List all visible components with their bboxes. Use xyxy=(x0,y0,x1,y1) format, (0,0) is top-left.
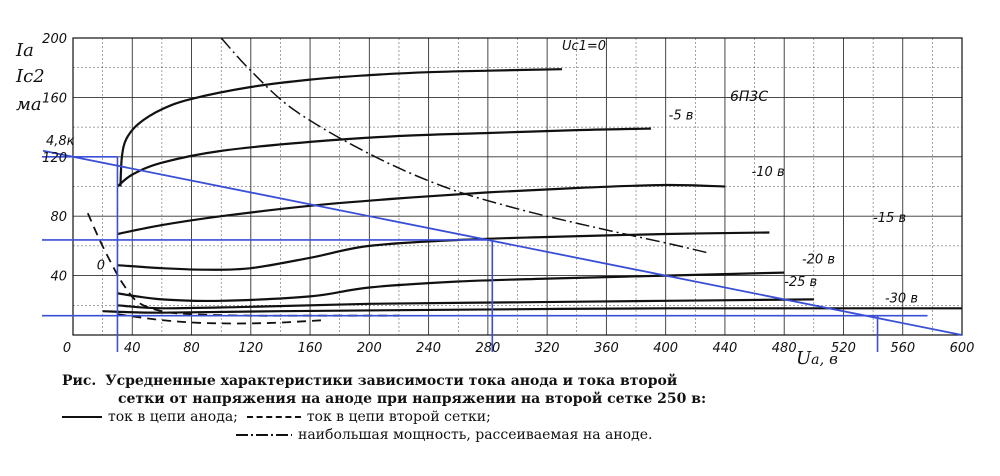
x-axis-label: Ua, в xyxy=(796,348,838,369)
curve-label: -15 в xyxy=(873,211,906,226)
load-line-overlay xyxy=(42,149,963,352)
x-tick-label: 520 xyxy=(831,341,856,356)
x-tick-label: 280 xyxy=(475,341,500,356)
axis-ticks: 0 40 80 120 160 200 240 280 320 360 400 440 480 520 56… xyxy=(42,32,974,356)
y-axis-label-ia: Iа xyxy=(15,40,34,61)
curve-anode xyxy=(117,298,814,310)
x-tick-label: 240 xyxy=(416,341,441,356)
figure-caption: Рис. Усредненные характеристики зависимо… xyxy=(62,372,962,444)
x-axis-label-unit: , в xyxy=(820,350,839,368)
x-tick-label: 400 xyxy=(653,341,678,356)
x-tick-label: 200 xyxy=(357,341,382,356)
legend-power-text: наибольшая мощность, рассеиваемая на ано… xyxy=(298,427,653,443)
curve-anode xyxy=(117,271,785,303)
caption-line-2: сетки от напряжения на аноде при напряже… xyxy=(118,391,707,407)
y-axis-label-ic2: Ic2 xyxy=(15,66,45,87)
y-tick-label: 40 xyxy=(50,270,67,285)
x-axis-label-sub: a xyxy=(811,352,819,368)
x-tick-label: 320 xyxy=(535,341,560,356)
caption-legend-row-1: ток в цепи анода; ток в цепи второй сетк… xyxy=(62,408,962,426)
legend-anode-text: ток в цепи анода; xyxy=(108,409,238,425)
legend-screen-sample xyxy=(246,416,301,418)
curve-anode xyxy=(119,68,563,187)
chart-curves: Uc1=0 -5 в -10 в -15 в -20 в -25 в -30 в 0 xyxy=(86,37,962,325)
curve-label: 0 xyxy=(97,259,105,274)
curve-screen xyxy=(117,313,325,325)
y-tick-label: 200 xyxy=(42,32,67,47)
y-tick-label: 120 xyxy=(42,151,67,166)
x-tick-label: 40 xyxy=(124,341,141,356)
y-axis-label-unit: ма xyxy=(16,94,42,115)
chart-grid xyxy=(72,37,963,336)
x-tick-label: 600 xyxy=(950,341,975,356)
load-line-label: 4,8к xyxy=(46,134,75,149)
curve-label: -30 в xyxy=(885,291,918,306)
plot-frame xyxy=(72,37,963,336)
x-tick-label: 0 xyxy=(63,341,71,356)
tube-type-label: 6П3С xyxy=(730,89,768,105)
x-tick-label: 440 xyxy=(713,341,738,356)
legend-anode-sample xyxy=(62,416,102,418)
x-tick-label: 120 xyxy=(238,341,263,356)
curve-anode xyxy=(117,231,770,271)
curve-label: Uc1=0 xyxy=(562,39,606,54)
curve-label: -5 в xyxy=(669,109,694,124)
x-tick-label: 480 xyxy=(772,341,797,356)
curve-power xyxy=(220,37,711,255)
load-line xyxy=(42,149,963,336)
x-tick-label: 80 xyxy=(183,341,200,356)
curve-anode xyxy=(102,307,962,314)
curve-label: -10 в xyxy=(752,165,785,180)
curve-label: -25 в xyxy=(784,275,817,290)
x-axis-label-main: U xyxy=(796,348,812,369)
caption-line-1: Рис. Усредненные характеристики зависимо… xyxy=(62,372,962,390)
caption-prefix: Рис. xyxy=(62,373,97,389)
caption-legend-row-2: наибольшая мощность, рассеиваемая на ано… xyxy=(62,426,962,444)
curve-anode xyxy=(116,127,651,188)
curve-anode xyxy=(117,183,725,236)
y-tick-label: 160 xyxy=(42,91,67,106)
characteristic-chart: Uc1=0 -5 в -10 в -15 в -20 в -25 в -30 в 0 0 40 8… xyxy=(15,32,974,369)
x-tick-label: 360 xyxy=(594,341,619,356)
legend-power-sample xyxy=(236,434,292,436)
y-tick-label: 80 xyxy=(50,210,67,225)
curve-label: -20 в xyxy=(802,253,835,268)
legend-screen-text: ток в цепи второй сетки; xyxy=(306,409,491,425)
caption-text-1: Усредненные характеристики зависимости т… xyxy=(105,373,678,389)
x-tick-label: 560 xyxy=(890,341,915,356)
x-tick-label: 160 xyxy=(298,341,323,356)
